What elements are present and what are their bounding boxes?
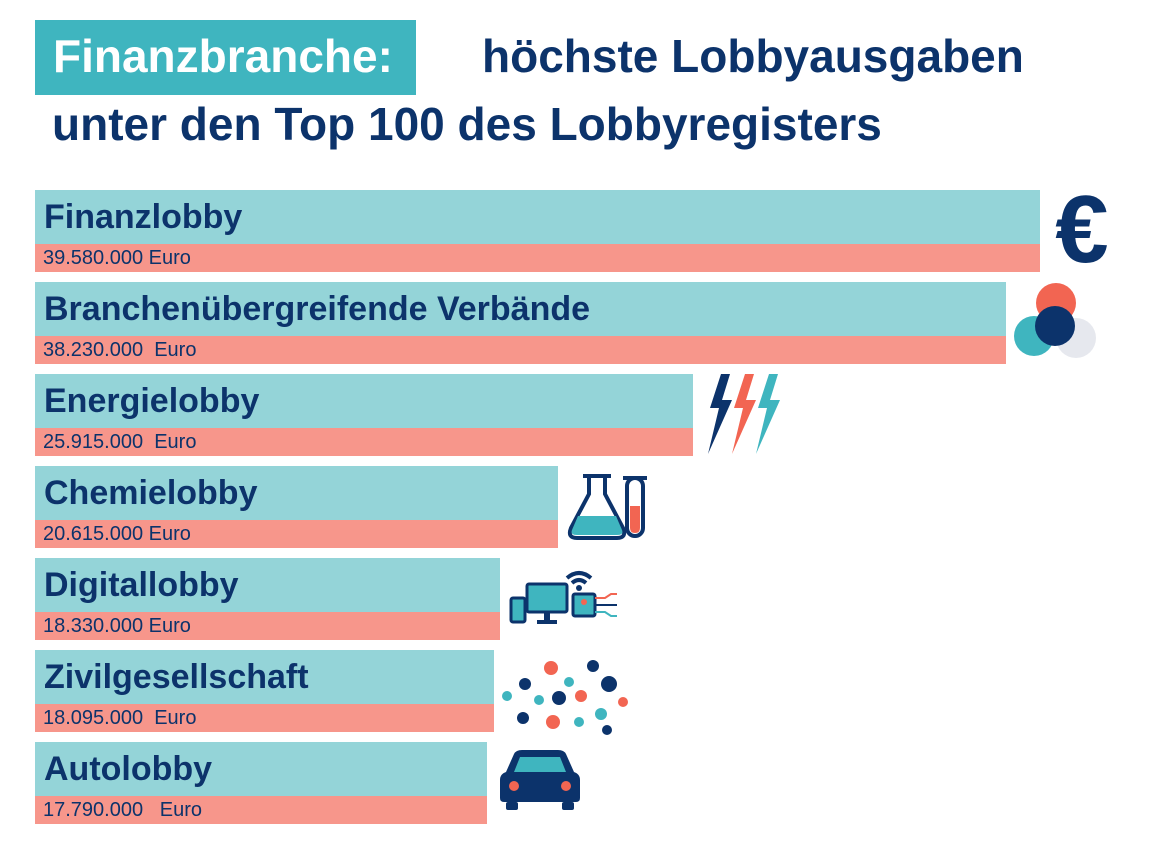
value-label: 17.790.000 Euro [43,799,203,821]
value-label: 25.915.000 Euro [43,431,197,453]
bar-digitallobby: Digitallobby 18.330.000 Euro [35,558,500,640]
category-label: Zivilgesellschaft [44,658,309,696]
value-label: 39.580.000 Euro [43,247,191,269]
bar-finanzlobby: Finanzlobby 39.580.000 Euro [35,190,1040,272]
bar-energielobby: Energielobby 25.915.000 Euro [35,374,693,456]
bar-top-band [35,742,487,796]
bar-bottom-band [35,796,487,824]
bar-bottom-band [35,520,558,548]
title-highlight: Finanzbranche: [35,20,416,95]
bar-top-band [35,650,494,704]
value-label: 38.230.000 Euro [43,339,197,361]
bar-bottom-band [35,428,693,456]
category-label: Energielobby [44,382,260,420]
digital-devices-icon [509,568,621,635]
bar-autolobby: Autolobby 17.790.000 Euro [35,742,487,824]
title-subline: unter den Top 100 des Lobbyregisters [52,98,882,150]
lightning-bolts-icon [708,374,788,459]
bar-top-band [35,374,693,428]
bar-bottom-band [35,612,500,640]
bar-bottom-band [35,704,494,732]
chemistry-flask-icon [567,472,651,547]
overlapping-circles-icon [1010,282,1100,367]
value-label: 18.095.000 Euro [43,707,197,729]
bar-top-band [35,190,1040,244]
title-rest: höchste Lobbyausgaben [482,30,1024,82]
svg-text:€: € [1055,184,1108,274]
bar-top-band [35,466,558,520]
bar-top-band [35,558,500,612]
dots-cloud-icon [495,654,635,745]
value-label: 20.615.000 Euro [43,523,191,545]
euro-icon: € [1047,176,1117,283]
value-label: 18.330.000 Euro [43,615,191,637]
bar-bottom-band [35,244,1040,272]
car-icon [498,748,582,815]
category-label: Branchenübergreifende Verbände [44,290,591,328]
bar-top-band [35,282,1006,336]
bar-zivilgesellschaft: Zivilgesellschaft 18.095.000 Euro [35,650,494,732]
category-label: Autolobby [44,750,213,788]
bar-branchenuebergreifende-verbaende: Branchenübergreifende Verbände 38.230.000… [35,282,1006,364]
category-label: Digitallobby [44,566,239,604]
bar-chemielobby: Chemielobby 20.615.000 Euro [35,466,558,548]
bar-bottom-band [35,336,1006,364]
category-label: Finanzlobby [44,198,243,236]
category-label: Chemielobby [44,474,258,512]
